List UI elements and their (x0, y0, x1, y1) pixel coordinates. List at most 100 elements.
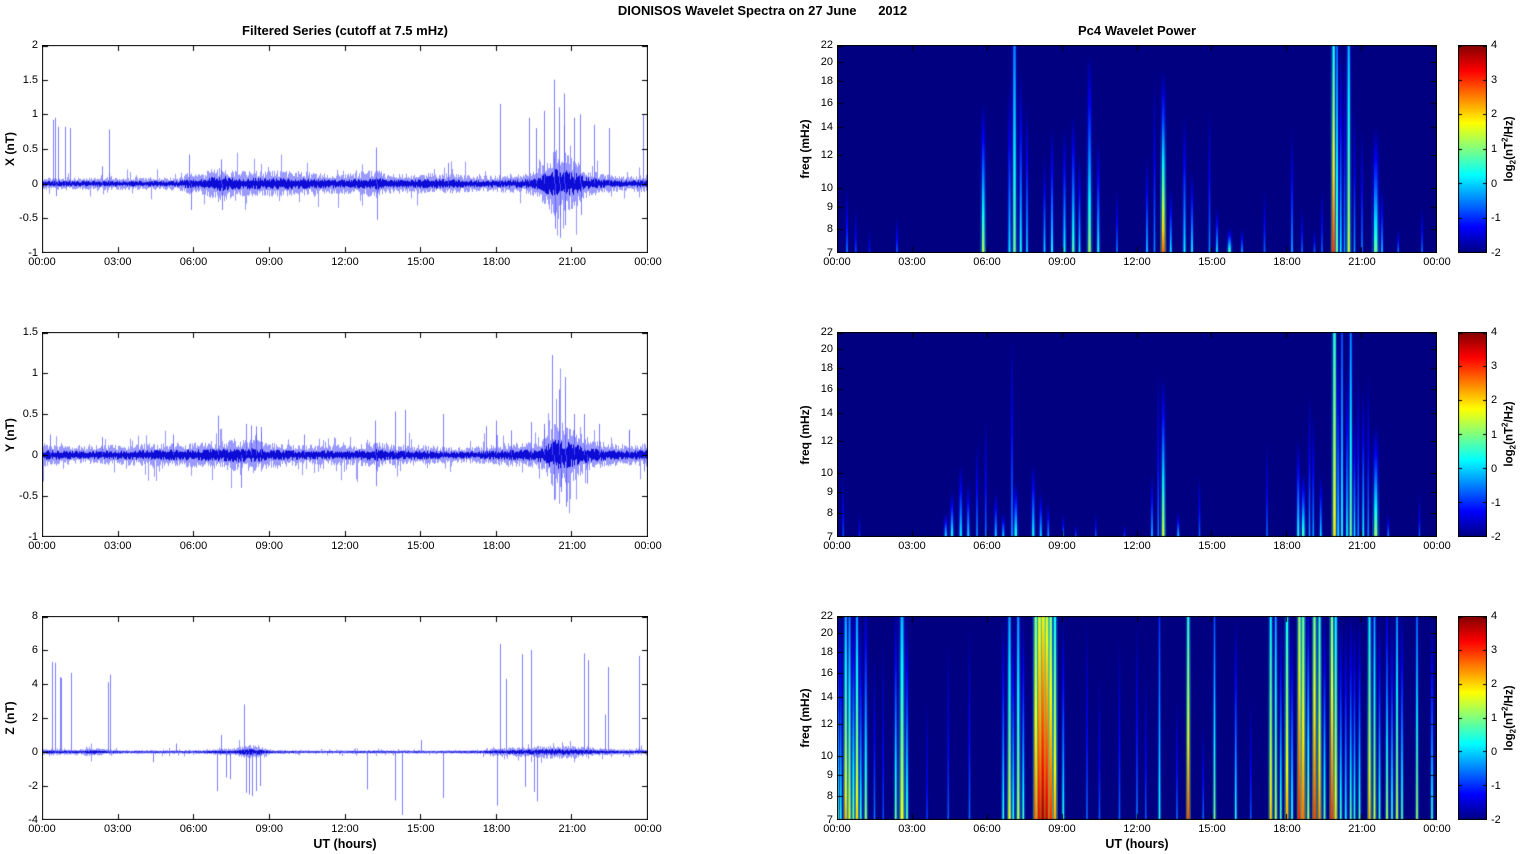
x-tick-label: 00:00 (634, 256, 662, 268)
x-tick-label: 21:00 (1348, 540, 1376, 552)
panel-x-pc4-wavelet: freq (mHz) 22 20 18 16 14 12 10 9 8 7 00:00 03:00 0… (798, 39, 1451, 268)
y-tick-label: 4 (31, 678, 38, 690)
x-tick-label: 09:00 (1048, 540, 1076, 552)
x-tick-label: 21:00 (1348, 256, 1376, 268)
x-tick-label: 06:00 (179, 540, 208, 552)
colorbar-label-part: log (1503, 733, 1516, 751)
y-tick-label: 2 (31, 39, 38, 51)
x-tick-label: 15:00 (406, 256, 435, 268)
y-tick-label: -1 (28, 531, 38, 543)
y-tick-label: 1 (31, 367, 38, 379)
colorbar-label-sub: 2 (1508, 728, 1518, 734)
y-pc4-wavelet-heatmap (837, 332, 1437, 537)
x-tick-label: 09:00 (255, 256, 284, 268)
x-tick-label: 00:00 (634, 823, 662, 835)
colorbar-tick-label: 1 (1491, 712, 1498, 724)
colorbar-label-part: /Hz) (1503, 685, 1516, 707)
y-tick-label: 22 (820, 39, 833, 51)
y-tick-label: 0 (31, 177, 38, 190)
x-axis-tick-labels: 00:00 03:00 06:00 09:00 12:00 15:00 18:00 21:00… (823, 820, 1451, 836)
x-tick-label: 12:00 (1123, 256, 1151, 268)
colorbar-top: 4 3 2 1 0 -1 -2 (1458, 39, 1501, 259)
colorbar-axis-label: log2(nT2/Hz) (1500, 116, 1517, 181)
colorbar-label-part: log (1503, 449, 1516, 467)
y-tick-label: 0.5 (22, 143, 38, 155)
z-pc4-wavelet-heatmap (837, 616, 1437, 820)
colorbar-tick-label: 3 (1491, 360, 1498, 373)
x-tick-label: 15:00 (1198, 823, 1226, 835)
y-tick-label: 20 (820, 56, 833, 69)
x-tick-label: 18:00 (482, 823, 511, 835)
y-tick-label: 12 (820, 149, 833, 162)
y-tick-label: 22 (820, 326, 833, 338)
x-tick-label: 09:00 (1048, 256, 1076, 268)
colorbar-label-sub: 2 (1508, 444, 1518, 450)
y-tick-label: 12 (820, 434, 833, 447)
colorbar-label-part: (nT (1503, 426, 1516, 445)
colorbar-tick-label: -2 (1491, 814, 1501, 826)
colorbar-label-sup: 2 (1500, 706, 1510, 711)
y-tick-label: 0 (31, 746, 38, 758)
left-x-axis-title: UT (hours) (313, 837, 377, 851)
colorbar-label-sup: 2 (1500, 137, 1510, 142)
x-axis-tick-labels: 00:00 03:00 06:00 09:00 12:00 15:00 18:00 21:00… (823, 537, 1451, 553)
x-tick-label: 00:00 (1423, 823, 1451, 835)
y-tick-label: 16 (820, 96, 833, 109)
colorbar-tick-label: -1 (1491, 212, 1501, 225)
y-tick-label: 14 (820, 121, 833, 134)
y-tick-label: 20 (820, 343, 833, 356)
y-tick-label: 18 (820, 75, 833, 88)
x-tick-label: 15:00 (406, 540, 435, 552)
x-tick-label: 21:00 (558, 823, 587, 835)
panel-x-filtered-series: X (nT) 2 1.5 1 0.5 0 -0.5 -1 00:00 03:00 06:00 09… (3, 39, 662, 268)
y-tick-label: -1 (28, 247, 38, 259)
x-tick-label: 12:00 (331, 823, 359, 835)
colorbar-tick-label: -2 (1491, 531, 1501, 543)
colorbar-tick-label: 2 (1491, 394, 1498, 407)
colorbar-tick-label: -2 (1491, 247, 1501, 259)
y-axis-tick-labels: 22 20 18 16 14 12 10 9 8 7 (795, 610, 833, 826)
y-tick-label: 1 (31, 108, 38, 121)
x-tick-label: 15:00 (1198, 540, 1226, 552)
x-tick-label: 00:00 (823, 540, 851, 552)
figure-title: DIONISOS Wavelet Spectra on 27 June 2012 (617, 3, 908, 18)
colorbar-tick-label: 0 (1491, 462, 1498, 475)
x-tick-label: 00:00 (823, 256, 851, 268)
y-tick-label: 7 (826, 247, 833, 259)
y-filtered-series-canvas (42, 332, 648, 537)
y-tick-label: -2 (28, 780, 38, 792)
colorbar-axis-label: log2(nT2/Hz) (1500, 685, 1517, 750)
y-tick-label: 18 (820, 645, 833, 658)
y-tick-label: 16 (820, 666, 833, 679)
panel-y-pc4-wavelet: freq (mHz) 22 20 18 16 14 12 10 9 8 7 00:00 03:00 0… (798, 326, 1451, 552)
colorbar-tick-label: 4 (1491, 326, 1498, 338)
colorbar-label-part: log (1503, 164, 1516, 182)
x-tick-label: 00:00 (1423, 256, 1451, 268)
y-tick-label: -4 (28, 814, 38, 826)
colorbar-tick-labels: 4 3 2 1 0 -1 -2 (1458, 39, 1501, 259)
colorbar-bottom: 4 3 2 1 0 -1 -2 (1458, 610, 1501, 826)
colorbar-tick-label: 4 (1491, 610, 1498, 622)
colorbar-tick-label: 3 (1491, 644, 1498, 656)
colorbar-label-part: /Hz) (1503, 401, 1516, 423)
z-filtered-series-canvas (42, 616, 648, 820)
colorbar-axis-label: log2(nT2/Hz) (1500, 401, 1517, 466)
x-tick-label: 06:00 (973, 823, 1001, 835)
colorbar-label-sub: 2 (1508, 159, 1518, 165)
x-axis-tick-labels: 00:00 03:00 06:00 09:00 12:00 15:00 18:00 21:00… (28, 253, 662, 269)
y-tick-label: 16 (820, 383, 833, 395)
y-tick-label: 0.5 (22, 408, 38, 420)
colorbar-tick-label: 2 (1491, 108, 1498, 121)
colorbar-gradient (1458, 332, 1487, 537)
y-tick-label: 8 (826, 507, 833, 520)
colorbar-tick-labels: 4 3 2 1 0 -1 -2 (1458, 610, 1501, 826)
y-axis-tick-labels: 22 20 18 16 14 12 10 9 8 7 (795, 326, 833, 543)
x-axis-tick-labels: 00:00 03:00 06:00 09:00 12:00 15:00 18:00 21:00… (823, 253, 1451, 269)
y-tick-label: 10 (820, 750, 833, 763)
y-tick-label: 8 (826, 790, 833, 803)
y-tick-label: 22 (820, 610, 833, 622)
y-tick-label: 20 (820, 626, 833, 639)
x-pc4-wavelet-heatmap (837, 45, 1437, 253)
x-tick-label: 15:00 (1198, 256, 1226, 268)
